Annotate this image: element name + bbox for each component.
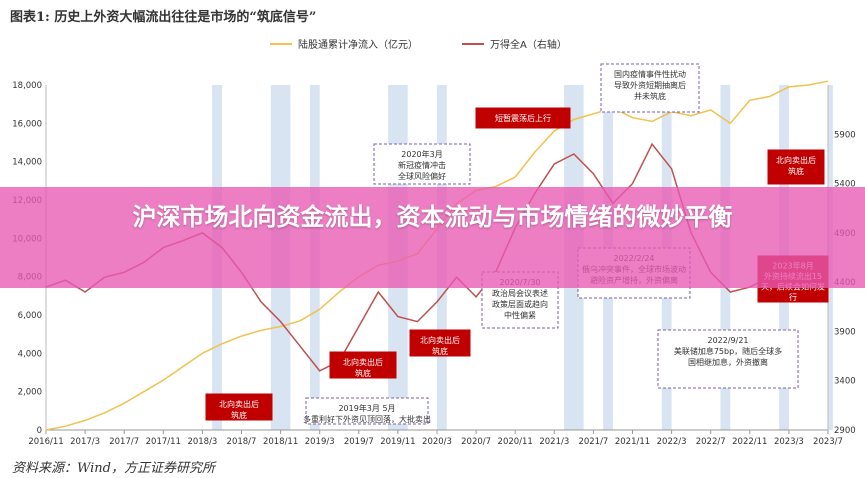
x-tick-label: 2022/11 — [732, 437, 767, 447]
annotation-text: 筑底 — [231, 410, 247, 420]
annotation-text: 2020年3月 — [401, 149, 442, 159]
x-tick-label: 2020/7 — [461, 437, 491, 447]
annotation-text: 2019年3月 5月 — [338, 403, 395, 413]
annotation-text: 并未筑底 — [634, 91, 666, 101]
x-tick-label: 2023/3 — [774, 437, 804, 447]
annotation-box-red — [475, 107, 571, 129]
x-tick-label: 2021/7 — [578, 437, 608, 447]
x-tick-label: 2018/7 — [227, 437, 257, 447]
annotation-text: 政治局会议表述 — [492, 288, 548, 298]
annotation-text: 美联储加息75bp，随后全球多 — [674, 346, 782, 356]
y-left-tick-label: 0 — [37, 426, 42, 436]
annotation-text: 中性偏紧 — [504, 310, 536, 320]
y-right-tick-label: 3400 — [834, 377, 856, 387]
x-tick-label: 2022/7 — [696, 437, 726, 447]
annotation-box-red — [205, 393, 273, 421]
y-left-tick-label: 18,000 — [12, 81, 42, 91]
x-tick-label: 2023/7 — [813, 437, 843, 447]
x-tick-label: 2018/11 — [263, 437, 298, 447]
headline-banner — [0, 187, 865, 288]
annotation-text: 政策层面或趋向 — [492, 299, 548, 309]
y-right-tick-label: 5900 — [834, 130, 856, 140]
annotation-text: 短暂震荡后上行 — [495, 113, 551, 123]
x-tick-label: 2021/3 — [539, 437, 569, 447]
annotations-group: 北向卖出后筑底北向卖出后筑底北向卖出后筑底短暂震荡后上行北向卖出后筑底2023年… — [205, 63, 829, 425]
y-left-tick-label: 6,000 — [18, 311, 42, 321]
x-tick-label: 2016/11 — [28, 437, 63, 447]
x-tick-label: 2017/7 — [109, 437, 139, 447]
y-right-tick-label: 3900 — [834, 327, 856, 337]
x-tick-label: 2020/11 — [498, 437, 533, 447]
annotation-text: 国内疫情事件性扰动 — [614, 69, 686, 79]
annotation-box-dashed — [600, 63, 700, 113]
annotation-text: 行 — [789, 292, 797, 302]
x-tick-label: 2017/3 — [70, 437, 100, 447]
headline-text: 沪深市场北向资金流出，资本流动与市场情绪的微妙平衡 — [132, 203, 733, 231]
legend-label: 陆股通累计净流入（亿元） — [298, 38, 418, 51]
annotation-text: 筑底 — [355, 368, 371, 378]
chart-title: 图表1: 历史上外资大幅流出往往是市场的“筑底信号” — [10, 10, 317, 25]
y-left-tick-label: 2,000 — [18, 388, 42, 398]
x-tick-label: 2021/11 — [615, 437, 650, 447]
annotation-text: 多重利好下外资见顶回落，大批卖出 — [303, 414, 431, 424]
annotation-box-red — [329, 351, 397, 379]
y-left-tick-label: 4,000 — [18, 349, 42, 359]
source-note: 资料来源：Wind，方正证券研究所 — [12, 461, 215, 476]
legend: 陆股通累计净流入（亿元） 万得全A（右轴） — [270, 38, 567, 51]
annotation-text: 北向卖出后 — [776, 155, 816, 165]
annotation-text: 北向卖出后 — [343, 357, 383, 367]
annotation-box-red — [409, 329, 471, 357]
y-left-tick-label: 14,000 — [12, 158, 42, 168]
annotation-text: 筑底 — [788, 166, 804, 176]
annotation-box-dashed — [305, 397, 429, 425]
annotation-text: 筑底 — [432, 346, 448, 356]
annotation-box-dashed — [657, 329, 799, 389]
annotation-text: 北向卖出后 — [219, 399, 259, 409]
annotation-text: 2022/9/21 — [707, 336, 748, 345]
x-tick-label: 2017/11 — [146, 437, 181, 447]
annotation-text: 国相继加息，外资撤离 — [688, 357, 768, 367]
annotation-box-red — [767, 149, 825, 185]
legend-label: 万得全A（右轴） — [490, 38, 567, 51]
annotation-box-dashed — [373, 143, 471, 185]
x-tick-label: 2019/3 — [305, 437, 335, 447]
annotation-text: 全球风险偏好 — [398, 171, 446, 181]
y-right-tick-label: 5400 — [834, 180, 856, 190]
annotation-text: 北向卖出后 — [420, 335, 460, 345]
y-left-tick-label: 16,000 — [12, 119, 42, 129]
x-tick-label: 2022/3 — [657, 437, 687, 447]
y-right-tick-label: 2900 — [834, 426, 856, 436]
annotation-text: 新冠疫情冲击 — [398, 160, 446, 170]
annotation-text: 导致外资短期抽离后 — [614, 80, 686, 90]
x-tick-label: 2019/11 — [380, 437, 415, 447]
x-tick-label: 2019/7 — [344, 437, 374, 447]
x-tick-label: 2018/3 — [187, 437, 217, 447]
x-tick-label: 2020/3 — [422, 437, 452, 447]
